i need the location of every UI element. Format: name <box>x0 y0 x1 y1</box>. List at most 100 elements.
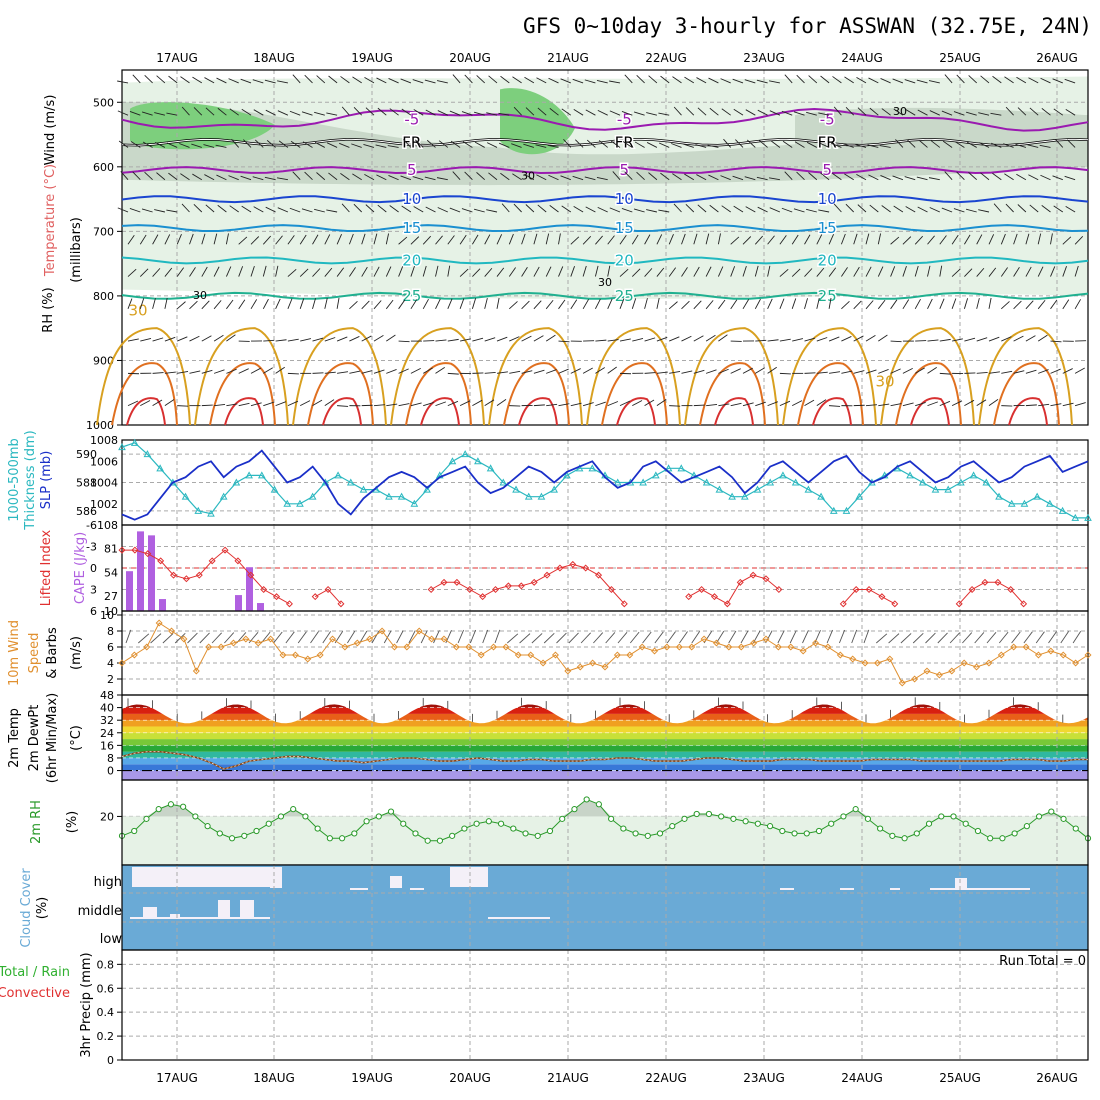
thickness-point <box>728 492 736 500</box>
wind-barb <box>436 80 448 84</box>
wind10-point <box>762 635 770 643</box>
wind-barb <box>829 371 841 374</box>
lifted-index-point <box>157 557 165 565</box>
wind-barb <box>595 401 606 407</box>
wind10-barb <box>580 632 591 644</box>
wind-barb <box>117 80 129 84</box>
wind-barb <box>189 267 196 277</box>
wind10-panel: 2 4 6 8 10 <box>100 609 1092 696</box>
wind-barb <box>164 399 175 407</box>
wind-barb <box>156 172 166 181</box>
wind-barb <box>459 400 471 407</box>
rh-point <box>522 830 529 837</box>
wind-barb <box>954 141 965 148</box>
wind10-point <box>378 627 386 635</box>
wind-barb <box>471 298 477 309</box>
wind-barb <box>488 75 498 84</box>
temp-tick-label: 0 <box>107 765 114 778</box>
rh-point <box>803 830 810 837</box>
cape-tick-label: 81 <box>104 543 118 556</box>
wind-barb <box>139 234 147 245</box>
wind-barb <box>669 371 681 374</box>
wind-barb <box>398 236 408 245</box>
wind-barb <box>389 205 399 213</box>
wind-barb <box>324 371 336 374</box>
wind-barb <box>644 399 655 407</box>
wind-barb <box>386 403 398 407</box>
temp-contour-hotter <box>307 362 374 426</box>
slp-thickness-panel: 586 588 590 1002 1004 1006 1008 <box>76 434 1092 526</box>
wind-barb <box>533 266 540 277</box>
wind-barb <box>341 203 350 213</box>
wind-barb <box>816 337 828 342</box>
temp-contour-hotter <box>503 362 570 426</box>
rh-point <box>302 813 309 820</box>
rh-point <box>644 832 651 839</box>
wind-barb <box>229 108 239 116</box>
rh-point <box>253 827 260 835</box>
contour-label: 25 <box>615 287 634 305</box>
wind-barb <box>768 177 780 181</box>
wind-barb <box>906 139 916 148</box>
bottom-date-label: 17AUG <box>156 1071 198 1085</box>
wind-barb <box>513 106 522 116</box>
thickness-point <box>817 492 825 500</box>
wind-barb <box>545 233 550 245</box>
precip-tick-label: 0 <box>107 1054 114 1067</box>
wind-barb <box>189 370 201 374</box>
wind-barb <box>833 203 842 213</box>
wind10-barb <box>912 632 924 644</box>
rh-point <box>241 832 248 839</box>
wind10-point <box>130 651 138 659</box>
lifted-index-line <box>314 588 342 605</box>
wind-barb <box>757 109 768 116</box>
wind-barb <box>1016 173 1027 181</box>
wind-barb <box>521 266 528 277</box>
wind-barb <box>410 265 415 277</box>
wind-barb <box>377 204 387 213</box>
rh-point <box>595 801 602 808</box>
temp-contour-hottest <box>616 397 656 426</box>
wind-barb <box>818 112 830 116</box>
thickness-point <box>779 471 787 479</box>
wind10-point <box>316 651 324 659</box>
wind-barb <box>364 77 375 84</box>
wind-barb <box>905 206 916 213</box>
wind-barb <box>213 369 225 374</box>
wind-barb <box>1067 139 1076 148</box>
li-tick-label: 6 <box>90 605 97 618</box>
wind-barb <box>496 267 505 277</box>
wind-barb <box>314 141 326 148</box>
wind-barb <box>201 369 213 374</box>
lifted-index-point <box>878 593 886 601</box>
wind-barb <box>769 207 781 213</box>
rh-contour-label: 30 <box>193 289 207 302</box>
wind-barb <box>166 142 178 148</box>
wind-barb <box>275 401 287 407</box>
wind-barb <box>644 234 651 245</box>
wind-barb <box>1004 173 1014 181</box>
wind-barb <box>828 234 834 245</box>
cloud-thin <box>840 888 854 890</box>
wind-barb <box>1025 404 1037 407</box>
wind10-barb <box>666 631 676 644</box>
cloud-mid-clear <box>218 900 230 918</box>
rh-band-moist <box>500 88 575 155</box>
wind10-barb <box>371 630 380 644</box>
temp-contour-hot <box>194 327 289 426</box>
wind10-barb <box>789 630 797 644</box>
wind-barb <box>918 139 928 148</box>
wind10-barb <box>838 629 846 644</box>
wind-barb <box>412 176 424 181</box>
wind-barb <box>1038 403 1050 407</box>
temp-contour-hotter <box>601 362 668 426</box>
wind10-barb <box>420 630 428 644</box>
wind-barb <box>361 300 370 310</box>
wind-barb <box>572 175 584 181</box>
wind-barb <box>793 208 805 213</box>
temp-band <box>122 745 1088 752</box>
wind-barb <box>770 140 781 148</box>
wind-barb <box>558 299 566 310</box>
wind-barb <box>951 298 957 309</box>
label-wind10-speed: Speed <box>27 633 42 674</box>
